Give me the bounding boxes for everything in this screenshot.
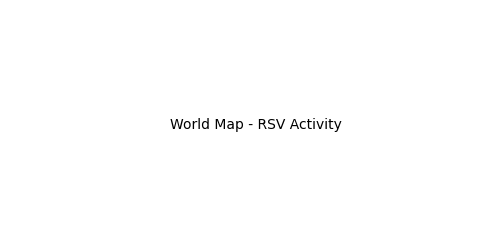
Text: World Map - RSV Activity: World Map - RSV Activity [170,118,342,132]
